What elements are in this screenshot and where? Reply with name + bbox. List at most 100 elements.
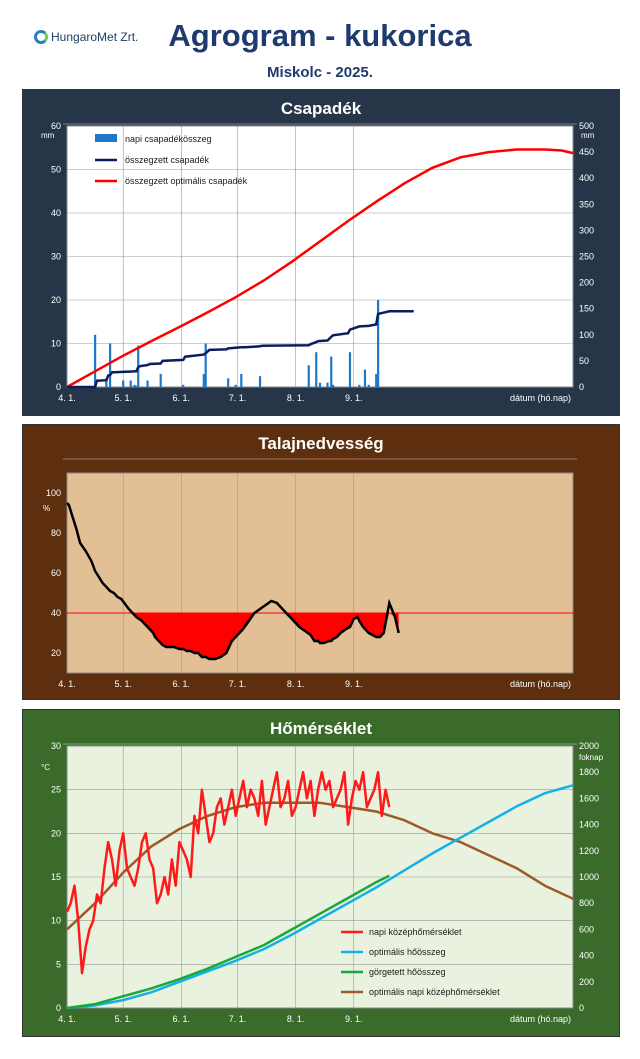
x-tick-label: 7. 1. — [229, 1014, 247, 1024]
x-tick-label: 4. 1. — [58, 393, 76, 403]
precip-bar — [122, 380, 125, 387]
y-tick-label: 30 — [51, 252, 61, 262]
precip-bar — [330, 356, 333, 387]
deficit-area — [67, 613, 399, 659]
precip-bar — [202, 373, 205, 387]
y2-tick-label: 1200 — [579, 846, 599, 856]
cumulative-precip-line — [67, 310, 414, 389]
soil-panel: Talajnedvesség 4. 1. 5. 1. 6. 1. 7. 1. 8. 1. 9… — [22, 424, 620, 700]
y-tick-label: 0 — [56, 382, 61, 392]
y2-tick-label: 200 — [579, 278, 594, 288]
x-tick-label: 8. 1. — [287, 393, 305, 403]
y-tick-label: 25 — [51, 785, 61, 795]
precip-bar — [105, 378, 108, 387]
panel-title: Talajnedvesség — [258, 434, 383, 453]
y2-tick-label: 500 — [579, 121, 594, 131]
y-tick-label: 30 — [51, 741, 61, 751]
logo-text: HungaroMet Zrt. — [51, 30, 139, 44]
precip-bar — [332, 384, 335, 387]
precip-bar — [182, 384, 185, 387]
legend-swatch — [95, 134, 117, 142]
y-tick-label: 0 — [56, 1003, 61, 1013]
legend-label: összegzett optimális csapadék — [125, 176, 248, 186]
y2-tick-label: 50 — [579, 356, 589, 366]
precip-bar — [240, 373, 243, 387]
x-tick-label: 8. 1. — [287, 1014, 305, 1024]
precip-bar — [227, 378, 230, 387]
y2-tick-label: 1600 — [579, 793, 599, 803]
panel-title: Hőmérséklet — [270, 719, 372, 738]
y-tick-label: 15 — [51, 872, 61, 882]
x-tick-label: 6. 1. — [173, 393, 191, 403]
logo-icon — [34, 30, 48, 44]
y2-tick-label: 2000 — [579, 741, 599, 751]
precip-bar — [204, 343, 207, 387]
precip-bar — [94, 334, 97, 387]
precip-bar — [129, 380, 132, 387]
precip-bar — [133, 384, 136, 387]
y-tick-label: 80 — [51, 528, 61, 538]
precip-bar — [307, 365, 310, 387]
y-tick-label: 20 — [51, 648, 61, 658]
x-axis-label: dátum (hó.nap) — [510, 679, 571, 689]
optimal-heat-sum-line — [66, 784, 574, 1010]
y-tick-label: 5 — [56, 959, 61, 969]
y2-tick-label: 400 — [579, 173, 594, 183]
soil-moisture-line — [66, 502, 400, 661]
y2-tick-label: 250 — [579, 252, 594, 262]
y-axis-unit: % — [43, 504, 50, 513]
optimal-daily-mean-line — [66, 801, 574, 931]
y2-tick-label: 400 — [579, 951, 594, 961]
legend-label: optimális napi középhőmérséklet — [369, 987, 500, 997]
y2-tick-label: 100 — [579, 330, 594, 340]
precip-bar — [135, 385, 138, 387]
x-tick-label: 7. 1. — [229, 393, 247, 403]
x-tick-label: 4. 1. — [58, 1014, 76, 1024]
page-title: Agrogram - kukorica — [168, 18, 472, 53]
precip-bar — [348, 352, 352, 387]
y2-tick-label: 450 — [579, 147, 594, 157]
precip-bar — [326, 382, 329, 387]
x-tick-label: 6. 1. — [173, 679, 191, 689]
legend-label: görgetett hőösszeg — [369, 967, 446, 977]
y2-tick-label: 0 — [579, 382, 584, 392]
x-tick-label: 6. 1. — [173, 1014, 191, 1024]
logo: HungaroMet Zrt. — [34, 30, 138, 44]
temp-chart: Hőmérséklet 4. 1. 5. 1. 6. 1. 7. 1. 8. 1. 9. 1… — [41, 719, 604, 1024]
legend-label: optimális hőösszeg — [369, 947, 446, 957]
y2-tick-label: 150 — [579, 304, 594, 314]
precip-chart: Csapadék 4. 1. 5. 1. 6. 1. 7. 1. 8. 1. 9. 1. dá… — [41, 99, 595, 403]
x-tick-label: 5. 1. — [114, 679, 132, 689]
precip-bar — [146, 380, 149, 387]
x-axis-label: dátum (hó.nap) — [510, 393, 571, 403]
y-axis-unit: °C — [41, 763, 50, 772]
y2-tick-label: 600 — [579, 924, 594, 934]
precip-bar — [376, 300, 380, 387]
precip-bar — [258, 376, 262, 387]
precip-bar — [375, 373, 378, 387]
temp-panel: Hőmérséklet 4. 1. 5. 1. 6. 1. 7. 1. 8. 1. 9. 1… — [22, 709, 620, 1037]
legend-label: napi középhőmérséklet — [369, 927, 462, 937]
legend-label: napi csapadékösszeg — [125, 134, 212, 144]
page-subtitle: Miskolc - 2025. — [267, 64, 373, 81]
y2-tick-label: 0 — [579, 1003, 584, 1013]
x-tick-label: 5. 1. — [114, 393, 132, 403]
y2-tick-label: 800 — [579, 898, 594, 908]
y2-tick-label: 1400 — [579, 820, 599, 830]
y-tick-label: 50 — [51, 165, 61, 175]
daily-mean-temp-line — [65, 770, 391, 975]
y2-tick-label: 1800 — [579, 767, 599, 777]
y-tick-label: 40 — [51, 608, 61, 618]
y-tick-label: 60 — [51, 568, 61, 578]
y2-tick-label: 1000 — [579, 872, 599, 882]
legend-label: összegzett csapadék — [125, 155, 210, 165]
precip-bar — [363, 369, 367, 387]
y-tick-label: 10 — [51, 339, 61, 349]
precip-bar — [358, 384, 361, 387]
optimal-cumulative-line — [66, 148, 574, 389]
precip-bar — [315, 352, 318, 387]
x-tick-label: 4. 1. — [58, 679, 76, 689]
x-tick-label: 9. 1. — [345, 393, 363, 403]
x-tick-label: 5. 1. — [114, 1014, 132, 1024]
x-tick-label: 9. 1. — [345, 679, 363, 689]
